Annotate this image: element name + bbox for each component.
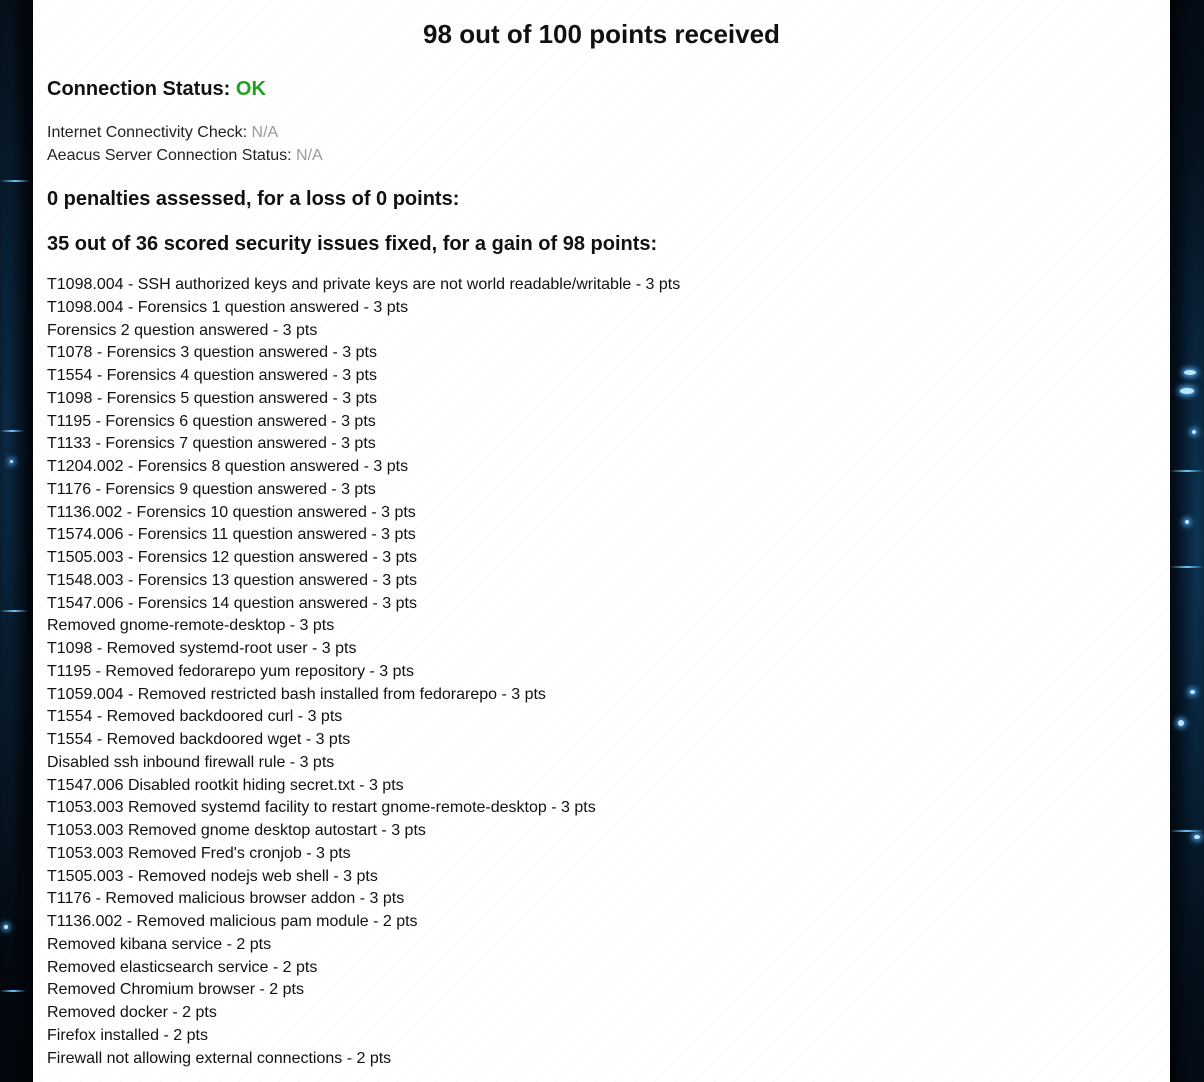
list-item: Firewall not allowing external connectio… <box>47 1049 392 1067</box>
list-item: T1133 - Forensics 7 question answered - … <box>47 435 376 453</box>
list-item: T1574.006 - Forensics 11 question answer… <box>47 526 416 544</box>
desktop-background-left <box>0 0 33 1082</box>
list-item: T1505.003 - Removed nodejs web shell - 3… <box>47 867 378 885</box>
check-value: N/A <box>296 146 323 164</box>
list-item: T1176 - Forensics 9 question answered - … <box>47 480 376 498</box>
list-item: Removed Chromium browser - 2 pts <box>47 981 304 999</box>
desktop-background-right <box>1170 0 1204 1082</box>
list-item: T1053.003 Removed Fred's cronjob - 3 pts <box>47 844 351 862</box>
list-item: T1059.004 - Removed restricted bash inst… <box>47 685 546 703</box>
list-item: T1195 - Removed fedorarepo yum repositor… <box>47 662 414 680</box>
list-item: T1136.002 - Removed malicious pam module… <box>47 913 418 930</box>
check-label: Internet Connectivity Check: <box>47 124 248 141</box>
list-item: T1554 - Forensics 4 question answered - … <box>47 367 377 384</box>
list-item: T1176 - Removed malicious browser addon … <box>47 890 405 908</box>
list-item: T1078 - Forensics 3 question answered - … <box>47 344 377 362</box>
check-label: Aeacus Server Connection Status: <box>47 146 292 164</box>
penalties-heading: 0 penalties assessed, for a loss of 0 po… <box>47 188 460 210</box>
list-item: T1547.006 Disabled rootkit hiding secret… <box>47 776 404 794</box>
list-item: T1136.002 - Forensics 10 question answer… <box>47 503 416 521</box>
score-report-panel: 98 out of 100 points received Connection… <box>33 0 1170 1082</box>
list-item: Disabled ssh inbound firewall rule - 3 p… <box>47 753 335 771</box>
score-title: 98 out of 100 points received <box>423 19 780 49</box>
list-item: T1053.003 Removed gnome desktop autostar… <box>47 822 426 839</box>
list-item: T1204.002 - Forensics 8 question answere… <box>47 458 409 475</box>
list-item: Removed docker - 2 pts <box>47 1004 217 1021</box>
list-item: T1098 - Forensics 5 question answered - … <box>47 389 377 407</box>
list-item: Firefox installed - 2 pts <box>47 1026 208 1044</box>
list-item: T1098.004 - SSH authorized keys and priv… <box>47 276 681 293</box>
list-item: T1547.006 - Forensics 14 question answer… <box>47 594 417 612</box>
fixed-issues-heading: 35 out of 36 scored security issues fixe… <box>47 233 658 255</box>
check-value: N/A <box>251 124 279 141</box>
list-item: T1053.003 Removed systemd facility to re… <box>47 799 596 817</box>
aeacus-server-connection-status: Aeacus Server Connection Status: N/A <box>47 145 1156 168</box>
list-item: Removed elasticsearch service - 2 pts <box>47 958 318 976</box>
list-item: T1554 - Removed backdoored wget - 3 pts <box>47 731 351 748</box>
connection-status: Connection Status: OK <box>47 75 1156 103</box>
list-item: T1554 - Removed backdoored curl - 3 pts <box>47 708 343 726</box>
fixed-issues-list: T1098.004 - SSH authorized keys and priv… <box>47 274 1156 1070</box>
list-item: Forensics 2 question answered - 3 pts <box>47 321 318 339</box>
list-item: Removed kibana service - 2 pts <box>47 935 272 953</box>
list-item: T1505.003 - Forensics 12 question answer… <box>47 549 417 566</box>
connection-status-label: Connection Status: <box>47 78 231 100</box>
connectivity-checks: Internet Connectivity Check: N/A Aeacus … <box>47 122 1156 167</box>
list-item: T1098.004 - Forensics 1 question answere… <box>47 298 409 316</box>
list-item: T1098 - Removed systemd-root user - 3 pt… <box>47 640 357 657</box>
list-item: T1548.003 - Forensics 13 question answer… <box>47 571 417 589</box>
list-item: Removed gnome-remote-desktop - 3 pts <box>47 617 335 635</box>
list-item: T1195 - Forensics 6 question answered - … <box>47 412 376 430</box>
connection-status-value: OK <box>235 78 266 100</box>
internet-connectivity-check: Internet Connectivity Check: N/A <box>47 122 1156 145</box>
